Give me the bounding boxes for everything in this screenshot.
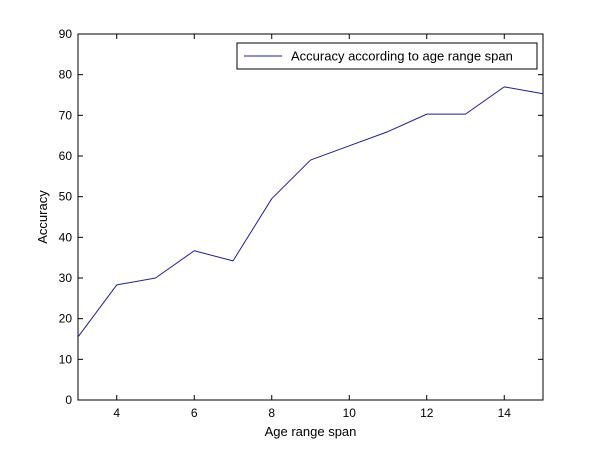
x-tick-label: 14 [498, 406, 512, 420]
x-tick-label: 12 [420, 406, 434, 420]
y-tick-label: 30 [59, 271, 73, 285]
y-tick-label: 0 [65, 393, 72, 407]
y-tick-label: 70 [59, 108, 73, 122]
legend-entry: Accuracy according to age range span [291, 49, 513, 64]
y-tick-label: 10 [59, 352, 73, 366]
y-tick-label: 50 [59, 190, 73, 204]
series-layer [77, 86, 544, 338]
x-tick-label: 6 [191, 406, 198, 420]
ticks-layer: 4 6 8 10 12 14 0 10 20 30 40 50 60 70 80 90 [59, 27, 543, 420]
plot-area [77, 33, 544, 401]
x-tick-label: 8 [268, 406, 275, 420]
x-tick-label: 4 [113, 406, 120, 420]
x-axis-label: Age range span [265, 424, 357, 439]
legend: Accuracy according to age range span [236, 42, 538, 70]
y-tick-label: 80 [59, 68, 73, 82]
y-tick-label: 60 [59, 149, 73, 163]
y-axis-label: Accuracy [35, 190, 50, 244]
y-tick-label: 40 [59, 230, 73, 244]
legend-box [236, 42, 538, 70]
y-tick-label: 20 [59, 312, 73, 326]
series-line [77, 86, 544, 338]
x-tick-label: 10 [343, 406, 357, 420]
y-tick-label: 90 [59, 27, 73, 41]
